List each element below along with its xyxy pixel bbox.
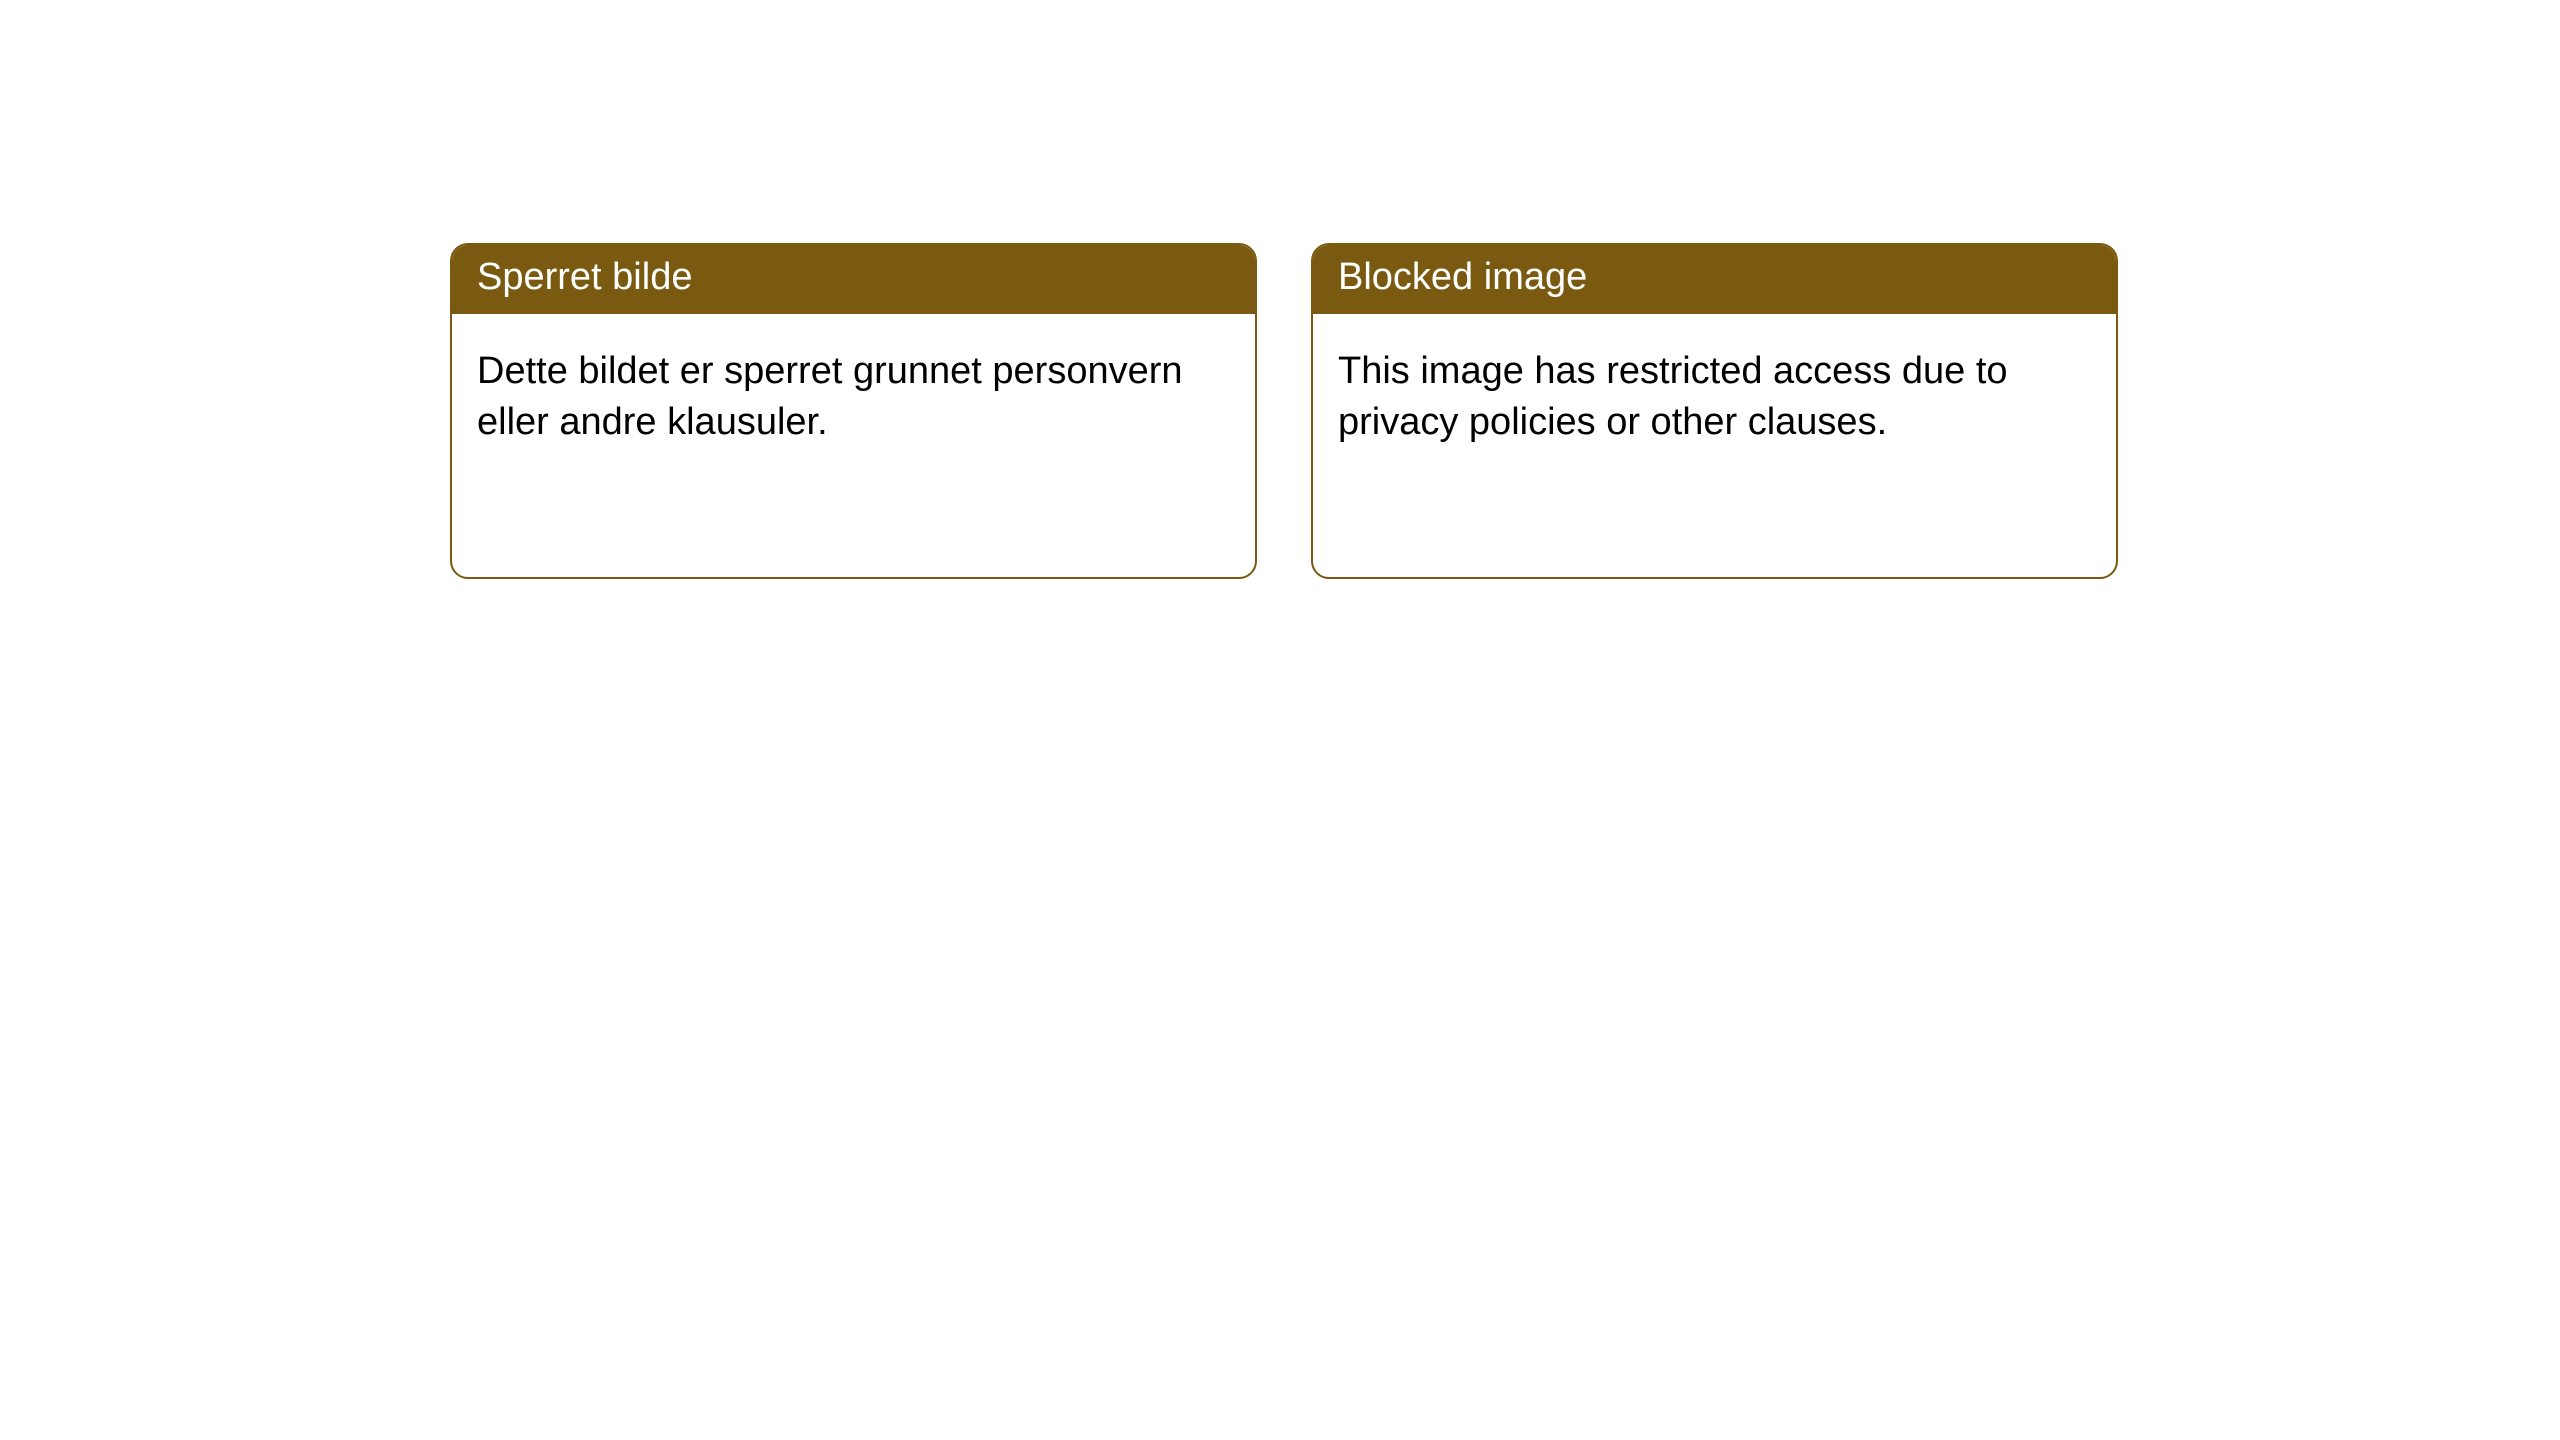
notice-body: This image has restricted access due to … [1313,314,2116,577]
notice-header: Blocked image [1313,245,2116,314]
notice-card-english: Blocked image This image has restricted … [1311,243,2118,579]
notice-card-norwegian: Sperret bilde Dette bildet er sperret gr… [450,243,1257,579]
notice-header: Sperret bilde [452,245,1255,314]
notice-container: Sperret bilde Dette bildet er sperret gr… [450,243,2118,579]
notice-body: Dette bildet er sperret grunnet personve… [452,314,1255,577]
